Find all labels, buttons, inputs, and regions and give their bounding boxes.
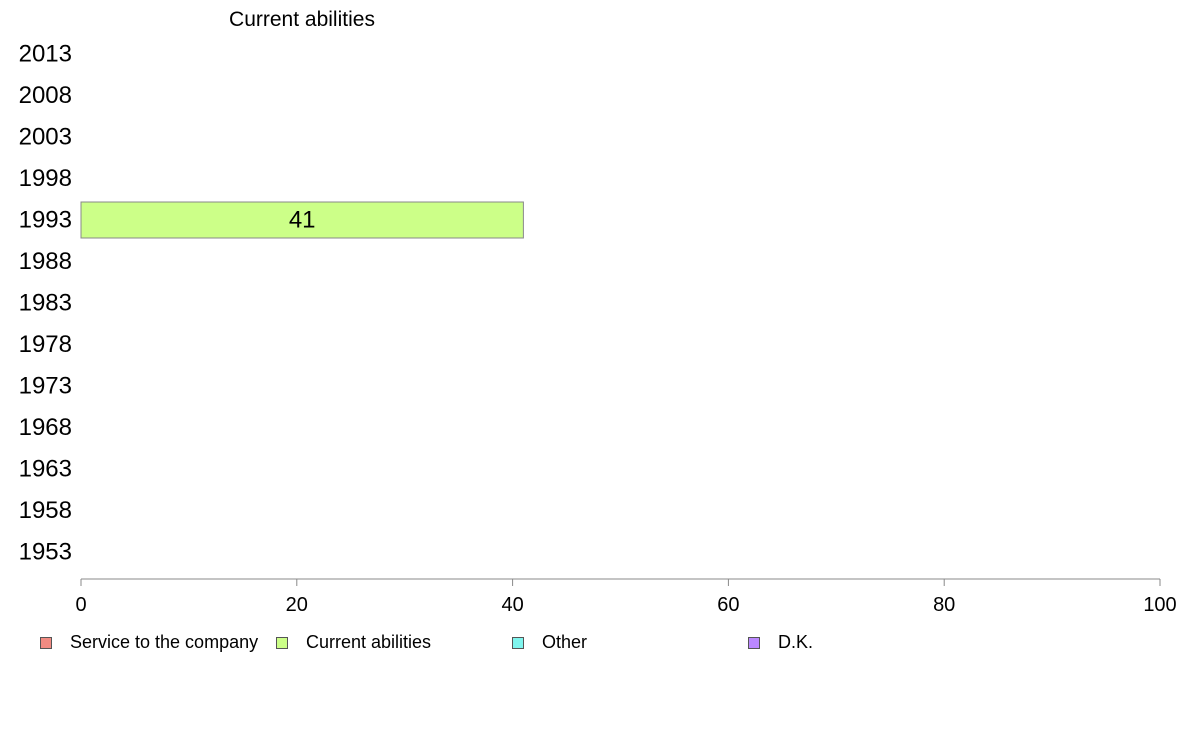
y-tick-label: 1953 xyxy=(19,538,72,565)
legend-label-other: Other xyxy=(542,632,588,652)
y-tick-label: 1963 xyxy=(19,455,72,482)
y-axis-ticks: 2013 2008 2003 1998 1993 1988 1983 1978 1973 1968… xyxy=(19,40,72,565)
bar xyxy=(80,201,524,239)
legend: Service to the company Current abilities… xyxy=(0,630,1188,660)
legend-swatch-service xyxy=(40,636,52,649)
legend-label-service: Service to the company xyxy=(70,632,259,652)
legend-item-current-abilities: Current abilities xyxy=(276,632,431,653)
y-tick-label: 1993 xyxy=(19,206,72,233)
legend-swatch-other xyxy=(512,636,524,649)
x-tick-label: 20 xyxy=(286,594,308,616)
x-tick-label: 80 xyxy=(933,594,955,616)
bar-chart: Current abilities 2013 2008 2003 1998 1993 19… xyxy=(19,8,1177,616)
bar-data-label: 41 xyxy=(289,206,316,233)
y-tick-label: 1958 xyxy=(19,497,72,524)
legend-swatch-current-abilities xyxy=(276,636,288,649)
y-tick-label: 2003 xyxy=(19,123,72,150)
chart-title: Current abilities xyxy=(229,8,375,31)
y-tick-label: 1988 xyxy=(19,248,72,275)
legend-item-service: Service to the company xyxy=(40,632,258,653)
x-axis: 0 20 40 60 80 100 xyxy=(75,578,1177,616)
legend-swatch-dk xyxy=(748,636,760,649)
legend-label-current-abilities: Current abilities xyxy=(306,632,432,652)
legend-item-other: Other xyxy=(512,632,587,653)
y-tick-label: 1998 xyxy=(19,165,72,192)
bars: 41 xyxy=(80,201,524,239)
x-tick-label: 0 xyxy=(75,594,86,616)
y-tick-label: 2013 xyxy=(19,40,72,67)
y-tick-label: 1983 xyxy=(19,289,72,316)
y-tick-label: 1973 xyxy=(19,372,72,399)
y-tick-label: 2008 xyxy=(19,82,72,109)
x-tick-label: 40 xyxy=(501,594,523,616)
x-tick-label: 60 xyxy=(717,594,739,616)
y-tick-label: 1978 xyxy=(19,331,72,358)
y-tick-label: 1968 xyxy=(19,414,72,441)
legend-label-dk: D.K. xyxy=(778,632,814,652)
legend-item-dk: D.K. xyxy=(748,632,813,653)
x-tick-label: 100 xyxy=(1143,594,1176,616)
